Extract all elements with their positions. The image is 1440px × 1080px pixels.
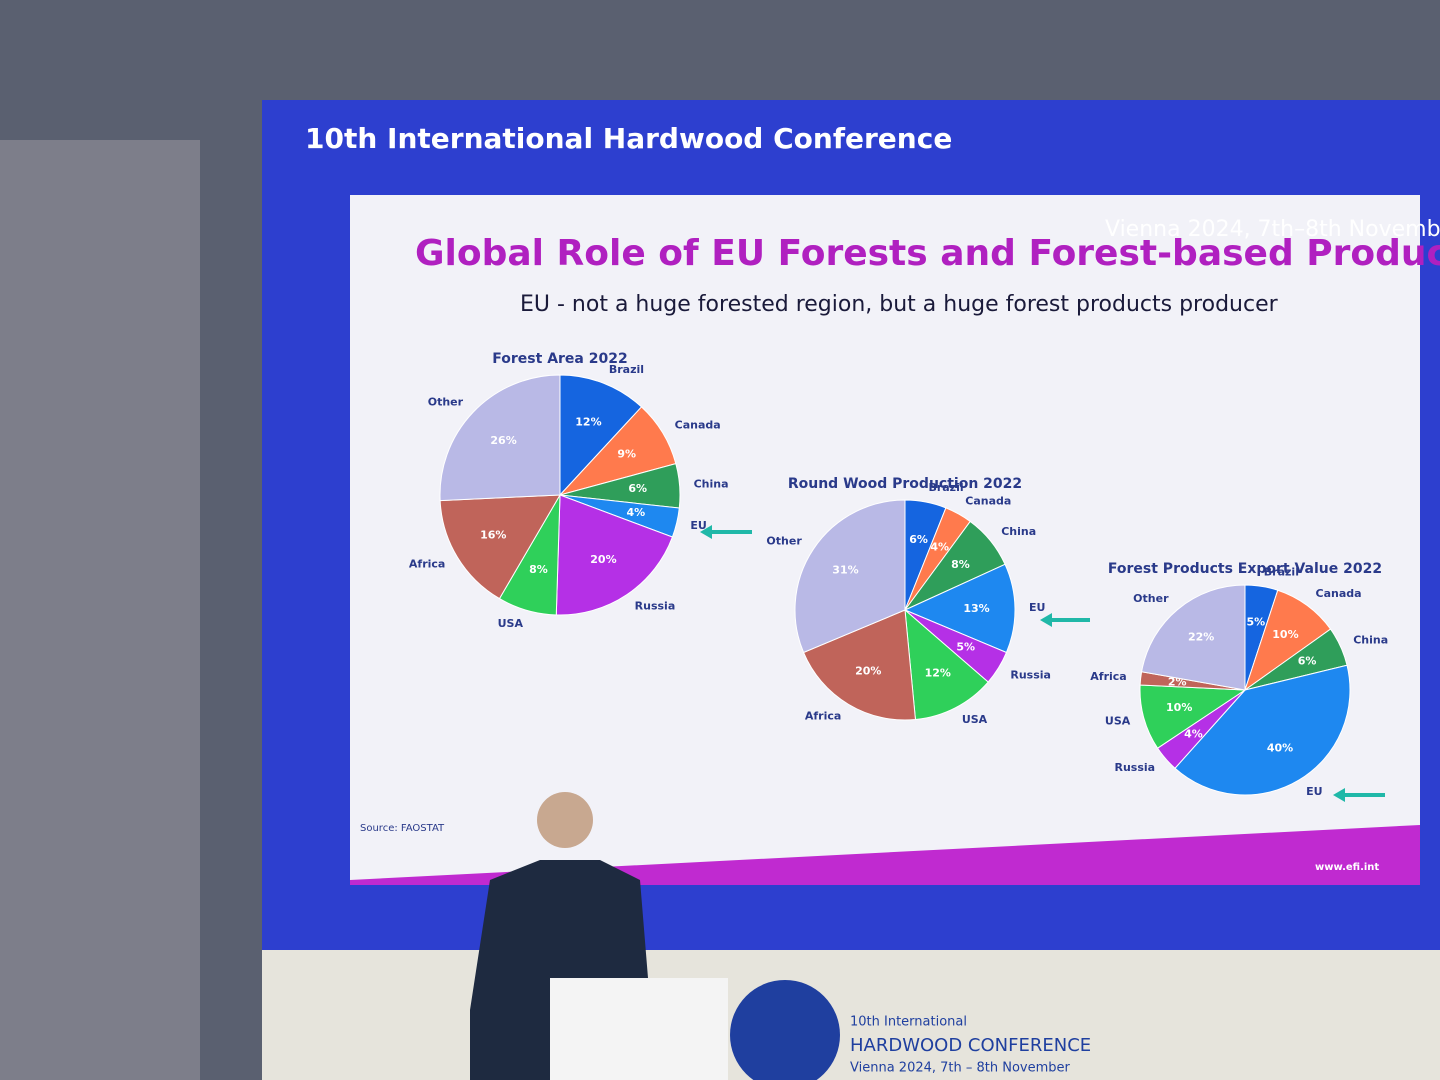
slice-value: 40% [1267, 742, 1293, 755]
slice-category: Africa [1090, 670, 1126, 683]
slice-category: Canada [1316, 587, 1362, 600]
slice-value: 8% [951, 558, 970, 571]
pie-slice [802, 609, 917, 721]
slice-category: Russia [635, 599, 676, 612]
slice-category: USA [498, 617, 524, 630]
pie-slice [794, 499, 906, 654]
slice-category: Africa [409, 557, 445, 570]
pie-slice [439, 374, 561, 502]
url: www.efi.int [1315, 862, 1379, 873]
slice-category: Africa [805, 709, 841, 722]
slice-category: EU [1306, 785, 1322, 798]
slice-value: 12% [925, 667, 951, 680]
slice-value: 16% [480, 528, 506, 541]
podium [550, 978, 728, 1080]
slice-value: 8% [529, 563, 548, 576]
slice-category: China [1001, 525, 1036, 538]
slice-category: Other [428, 395, 464, 408]
pie-title: Forest Area 2022 [492, 351, 627, 367]
slice-category: Brazil [1264, 565, 1299, 578]
pie-slice [904, 608, 989, 721]
pie-slice [555, 494, 674, 616]
banner-line1: 10th International [850, 1015, 967, 1030]
slice-category: Other [1133, 592, 1169, 605]
slice-category: Canada [675, 419, 721, 432]
source: Source: FAOSTAT [360, 823, 445, 834]
banner-logo [730, 980, 840, 1080]
slice-category: EU [690, 519, 706, 532]
slice-value: 9% [617, 448, 636, 461]
slide-title: Global Role of EU Forests and Forest-bas… [415, 233, 1440, 274]
slice-value: 10% [1272, 628, 1298, 641]
slice-category: USA [1105, 715, 1131, 728]
slice-value: 12% [575, 415, 601, 428]
stage-banner [262, 950, 1440, 1080]
slice-value: 22% [1188, 631, 1214, 644]
slice-value: 31% [832, 563, 858, 576]
banner-line2: HARDWOOD CONFERENCE [850, 1035, 1091, 1056]
pie-slice [903, 563, 1016, 654]
slice-value: 4% [1184, 728, 1203, 741]
conference-title: 10th International Hardwood Conference [305, 122, 952, 155]
slice-value: 6% [1298, 655, 1317, 668]
slice-value: 4% [627, 506, 646, 519]
slice-value: 5% [956, 641, 975, 654]
slice-value: 10% [1166, 701, 1192, 714]
slice-category: EU [1029, 601, 1045, 614]
pie-slice [1141, 584, 1246, 691]
slice-value: 13% [963, 602, 989, 615]
eu-arrows [700, 525, 1385, 802]
banner-line3: Vienna 2024, 7th – 8th November [850, 1061, 1071, 1076]
slice-value: 6% [628, 482, 647, 495]
slice-category: China [694, 478, 729, 491]
slide-subtitle: EU - not a huge forested region, but a h… [520, 292, 1279, 317]
speaker-head [537, 792, 593, 848]
arrow-head [1333, 788, 1345, 802]
pie-slice [439, 494, 561, 600]
arrow-head [1040, 613, 1052, 627]
slice-category: Other [766, 534, 802, 547]
slice-category: USA [962, 713, 988, 726]
slice-value: 26% [490, 434, 516, 447]
slice-category: Russia [1010, 668, 1051, 681]
pie-slice [1174, 664, 1351, 796]
pie-title: Round Wood Production 2022 [788, 476, 1022, 492]
slice-value: 4% [930, 541, 949, 554]
slice-value: 5% [1246, 616, 1265, 629]
slice-value: 6% [909, 533, 928, 546]
wall-panel [0, 140, 200, 1080]
slice-value: 20% [590, 553, 616, 566]
slice-category: Russia [1114, 761, 1155, 774]
slice-value: 20% [855, 664, 881, 677]
slice-category: China [1353, 634, 1388, 647]
pie-title: Forest Products Export Value 2022 [1108, 561, 1382, 577]
slice-category: Brazil [609, 363, 644, 376]
slice-category: Brazil [928, 481, 963, 494]
arrow-head [700, 525, 712, 539]
slice-category: Canada [965, 495, 1011, 508]
conference-date: Vienna 2024, 7th–8th November [1105, 217, 1440, 242]
speaker [470, 860, 648, 1080]
pie-slice [559, 374, 643, 497]
